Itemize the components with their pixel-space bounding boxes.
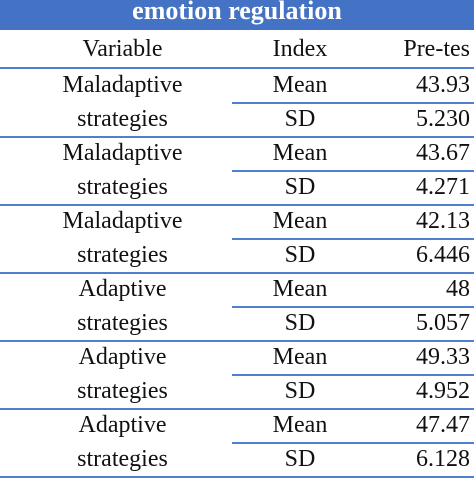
value-cell: 5.230 <box>416 105 470 132</box>
row-rule <box>232 442 474 444</box>
variable-cell: Adaptive strategies <box>77 412 168 472</box>
group-rule <box>0 136 474 138</box>
row-rule <box>232 170 474 172</box>
row-rule <box>232 238 474 240</box>
value-cell: 43.67 <box>416 139 470 166</box>
variable-cell: Maladaptive strategies <box>62 208 183 268</box>
table-title: emotion regulation <box>0 0 474 30</box>
value-cell: 6.128 <box>416 445 470 472</box>
index-cell: SD <box>284 241 316 268</box>
index-cell: SD <box>284 377 316 404</box>
value-cell: 49.33 <box>416 343 470 370</box>
value-cell: 4.952 <box>416 377 470 404</box>
index-cell: SD <box>284 445 316 472</box>
index-cell: Mean <box>272 71 328 98</box>
group-rule <box>0 204 474 206</box>
row-rule <box>232 374 474 376</box>
index-cell: SD <box>284 173 316 200</box>
group-rule <box>0 340 474 342</box>
variable-cell: Maladaptive strategies <box>62 140 183 200</box>
index-cell: Mean <box>272 207 328 234</box>
column-header: Index <box>272 36 328 62</box>
variable-cell: Maladaptive strategies <box>62 72 183 132</box>
value-cell: 5.057 <box>416 309 470 336</box>
index-cell: SD <box>284 105 316 132</box>
value-cell: 47.47 <box>416 411 470 438</box>
index-cell: Mean <box>272 275 328 302</box>
group-rule <box>0 272 474 274</box>
index-cell: Mean <box>272 139 328 166</box>
group-rule <box>0 408 474 410</box>
variable-cell: Adaptive strategies <box>77 344 168 404</box>
index-cell: SD <box>284 309 316 336</box>
value-cell: 43.93 <box>416 71 470 98</box>
column-header: Variable <box>82 36 163 62</box>
header-rule <box>0 67 474 69</box>
value-cell: 6.446 <box>416 241 470 268</box>
group-rule <box>0 476 474 478</box>
row-rule <box>232 102 474 104</box>
column-header: Pre-tes <box>403 36 470 62</box>
value-cell: 42.13 <box>416 207 470 234</box>
row-rule <box>232 306 474 308</box>
variable-cell: Adaptive strategies <box>77 276 168 336</box>
value-cell: 48 <box>446 275 470 302</box>
value-cell: 4.271 <box>416 173 470 200</box>
index-cell: Mean <box>272 411 328 438</box>
index-cell: Mean <box>272 343 328 370</box>
